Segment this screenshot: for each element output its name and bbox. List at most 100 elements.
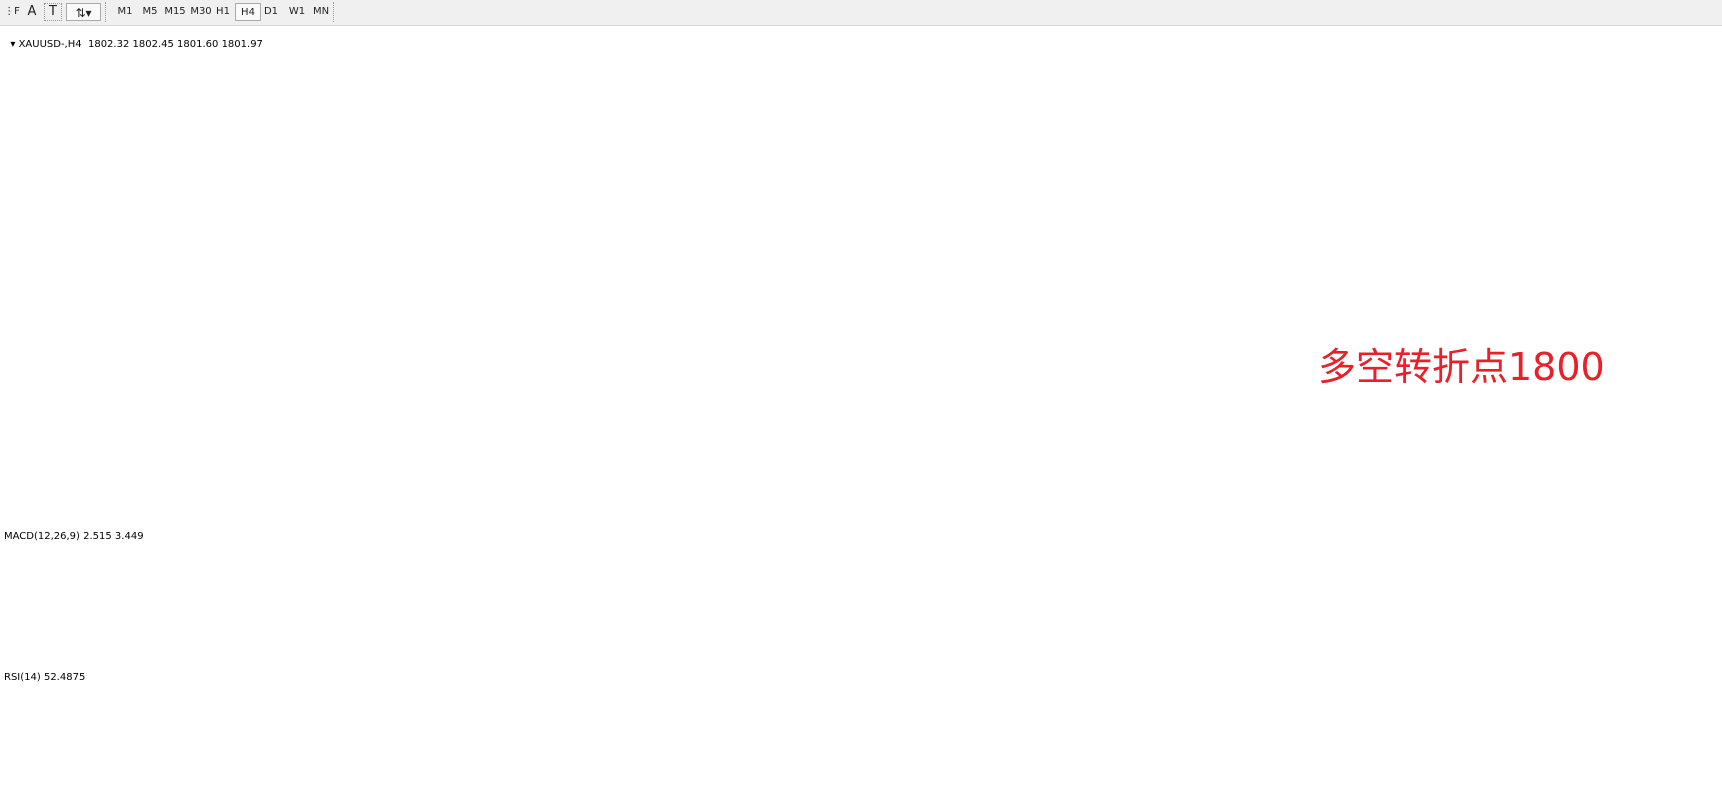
chart-menu-icon[interactable]: ▾ xyxy=(10,39,19,50)
candle xyxy=(1654,88,1661,114)
candle-body xyxy=(1408,166,1415,173)
candle xyxy=(451,409,458,438)
timeframe-m1-button[interactable]: M1 xyxy=(117,6,133,17)
candle-body xyxy=(246,314,253,327)
candle xyxy=(950,224,957,244)
candle-body xyxy=(815,339,822,349)
candle-body xyxy=(1171,194,1178,198)
candle-body xyxy=(1393,179,1400,189)
candle xyxy=(1171,187,1178,213)
y-tick-label: 1816.00 xyxy=(1689,56,1722,67)
candle xyxy=(728,330,735,356)
candle xyxy=(523,329,530,368)
candle xyxy=(1116,200,1123,236)
y-tick-label: 1710.10 xyxy=(1689,388,1722,399)
candle-body xyxy=(886,254,893,261)
candle-body xyxy=(973,197,980,205)
candle xyxy=(886,239,893,268)
candle-body xyxy=(420,455,427,462)
candle-body xyxy=(309,417,316,434)
candle xyxy=(673,362,680,382)
candle xyxy=(1132,184,1139,213)
candle xyxy=(784,320,791,349)
candle xyxy=(64,372,71,408)
candle-body xyxy=(562,304,569,315)
candle xyxy=(1630,78,1637,107)
candle xyxy=(499,357,506,389)
candle-body xyxy=(1543,78,1550,95)
candle xyxy=(1606,93,1613,128)
candle xyxy=(404,464,411,500)
macd-signal-line xyxy=(3,544,1658,650)
candle-body xyxy=(934,251,941,264)
candle xyxy=(989,186,996,206)
candle-body xyxy=(238,298,245,315)
candle-body xyxy=(372,380,379,387)
candle xyxy=(657,325,664,361)
candle xyxy=(135,299,142,338)
candle xyxy=(1480,101,1487,133)
text-label-icon[interactable]: T xyxy=(44,3,62,21)
candle-body xyxy=(1646,97,1653,101)
x-tick-label: 8 Jul 08:00 xyxy=(1476,777,1525,788)
timeframe-h1-button[interactable]: H1 xyxy=(216,6,230,17)
x-tick-label: 23 Jun 16:00 xyxy=(964,777,1022,788)
candle xyxy=(1567,96,1574,128)
candle-body xyxy=(1242,166,1249,176)
candle-body xyxy=(879,254,886,274)
candle-body xyxy=(689,348,696,359)
y-tick-label: 1794.70 xyxy=(1689,123,1722,134)
candle-body xyxy=(673,367,680,377)
candle-body xyxy=(1219,153,1226,167)
timeframe-h4-button[interactable]: H4 xyxy=(235,3,261,21)
x-tick-label: 29 May 08:00 xyxy=(132,777,190,788)
candle-body xyxy=(341,354,348,365)
timeframe-w1-button[interactable]: W1 xyxy=(288,6,306,17)
x-tick-label: 13 Jul 00:00 xyxy=(1604,777,1659,788)
candle xyxy=(768,330,775,369)
candle-body xyxy=(1401,172,1408,180)
candle xyxy=(309,405,316,444)
candle xyxy=(159,281,166,297)
timeframe-m5-button[interactable]: M5 xyxy=(142,6,158,17)
candle xyxy=(467,396,474,425)
candle xyxy=(1353,178,1360,204)
candle xyxy=(1,378,7,388)
candle-body xyxy=(1369,194,1376,198)
candle xyxy=(436,428,443,448)
candle xyxy=(1408,159,1415,188)
candle xyxy=(190,283,197,315)
arrows-icon[interactable]: ⇅▾ xyxy=(66,3,101,21)
timeframe-d1-button[interactable]: D1 xyxy=(263,6,279,17)
candle xyxy=(175,267,182,306)
x-tick-label: 10 Jun 08:00 xyxy=(516,777,574,788)
timeframe-m15-button[interactable]: M15 xyxy=(164,6,186,17)
x-tick-label: 19 Jun 00:00 xyxy=(836,777,894,788)
chart-annotation: 多空转折点1800 xyxy=(1318,345,1605,389)
candle xyxy=(206,276,213,302)
candle-body xyxy=(143,307,150,315)
fibo-fan-icon[interactable]: ⋮F xyxy=(4,6,20,17)
toolbar-separator xyxy=(105,2,108,22)
rsi-tick-label: 0 xyxy=(1689,760,1695,771)
candle xyxy=(1622,89,1629,109)
timeframe-m30-button[interactable]: M30 xyxy=(190,6,212,17)
rsi-pane-frame xyxy=(0,668,1683,771)
candle xyxy=(1124,183,1131,218)
candle-body xyxy=(72,367,79,381)
candle xyxy=(40,394,47,410)
timeframe-mn-button[interactable]: MN xyxy=(312,6,330,17)
candle-body xyxy=(182,282,189,305)
candle xyxy=(799,326,806,355)
candle xyxy=(491,352,498,381)
x-tick-label: 29 Jun 16:00 xyxy=(1156,777,1214,788)
candle-body xyxy=(847,323,854,337)
candle xyxy=(1084,205,1091,240)
candle xyxy=(704,326,711,353)
candle xyxy=(1369,187,1376,213)
text-icon[interactable]: A xyxy=(27,4,37,19)
candle xyxy=(902,232,909,277)
candle xyxy=(1147,196,1154,209)
candle-body xyxy=(206,285,213,289)
